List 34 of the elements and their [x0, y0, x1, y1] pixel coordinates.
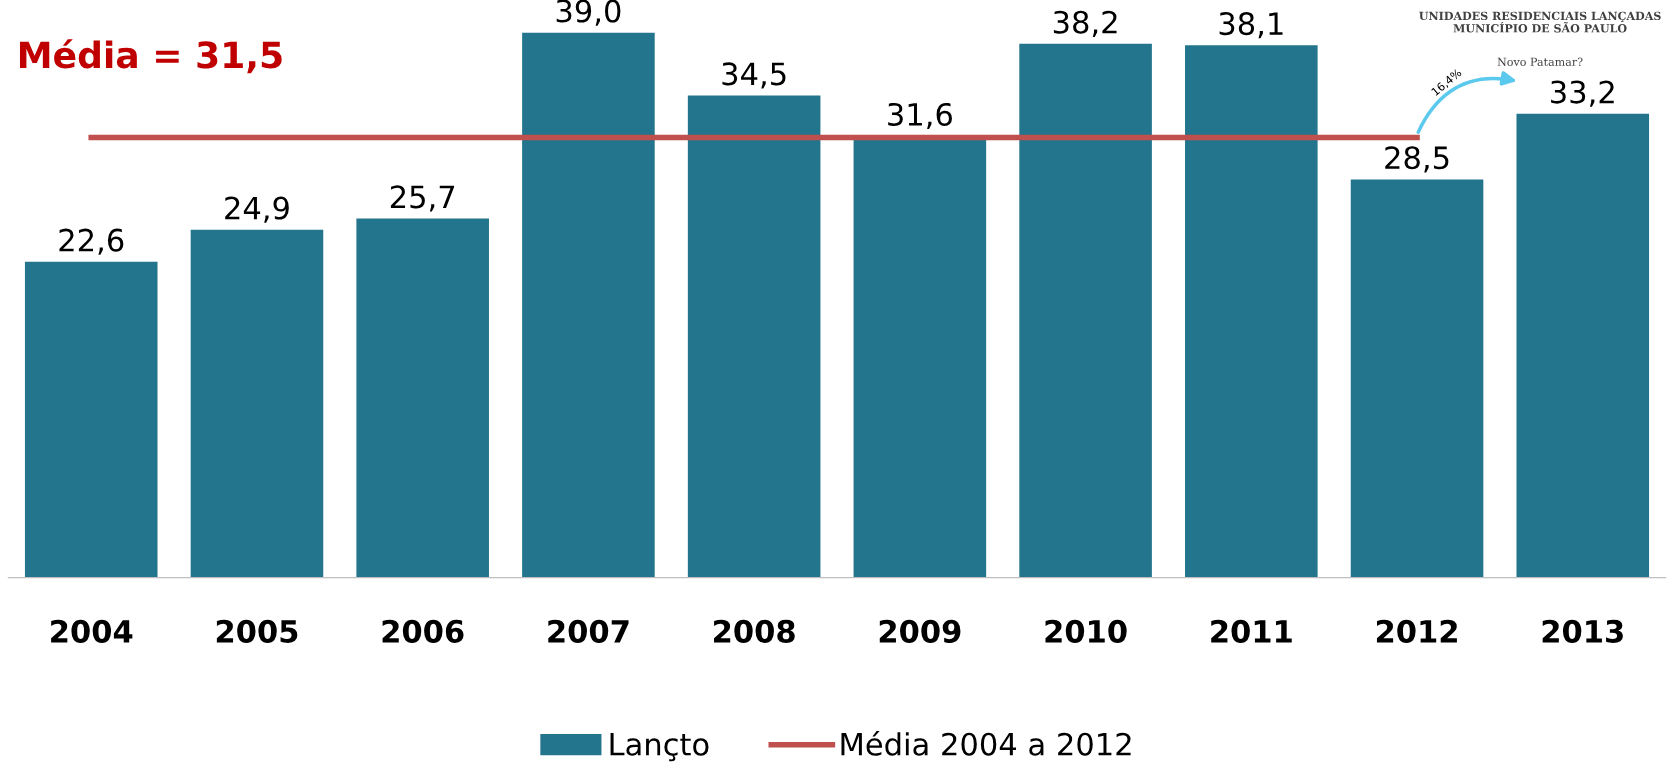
data-label: 31,6 — [888, 102, 952, 130]
data-label: 22,6 — [59, 228, 124, 255]
bar — [24, 261, 158, 578]
x-tick-label: 2005 — [216, 619, 298, 643]
bar — [356, 218, 489, 578]
data-label: 39,0 — [556, 0, 621, 26]
data-label: 24,9 — [225, 196, 289, 223]
x-tick-label: 2013 — [1542, 619, 1623, 643]
bar — [522, 32, 655, 578]
bar — [1185, 45, 1318, 578]
x-tick-label: 2012 — [1376, 619, 1457, 643]
x-tick-label: 2007 — [548, 619, 629, 643]
text: Novo Patamar? — [1497, 57, 1583, 66]
annotation: Média = 31,5 — [19, 39, 282, 74]
bar — [1350, 179, 1484, 578]
bar — [687, 95, 821, 578]
bar — [1516, 113, 1650, 578]
data-label: 28,5 — [1385, 146, 1449, 173]
x-tick-label: 2006 — [382, 619, 464, 643]
legend-label: Lançto — [610, 733, 709, 762]
x-tick-label: 2004 — [51, 619, 133, 643]
x-tick-label: 2008 — [714, 619, 795, 643]
bar — [1019, 43, 1152, 578]
data-label: 33,2 — [1551, 80, 1614, 107]
data-label: 38,2 — [1053, 10, 1117, 37]
x-tick-label: 2009 — [879, 619, 961, 643]
data-label: 25,7 — [390, 185, 455, 212]
x-tick-label: 2011 — [1211, 619, 1292, 643]
bar — [190, 229, 324, 578]
x-tick-label: 2010 — [1045, 619, 1127, 643]
data-label: 34,5 — [722, 62, 786, 89]
legend-label: Média 2004 a 2012 — [841, 730, 1131, 756]
chart-title: UNIDADES RESIDENCIAIS LANÇADAS MUNICÍPIO DE SÃO PAULO — [1419, 11, 1661, 33]
data-label: 38,1 — [1219, 12, 1283, 39]
